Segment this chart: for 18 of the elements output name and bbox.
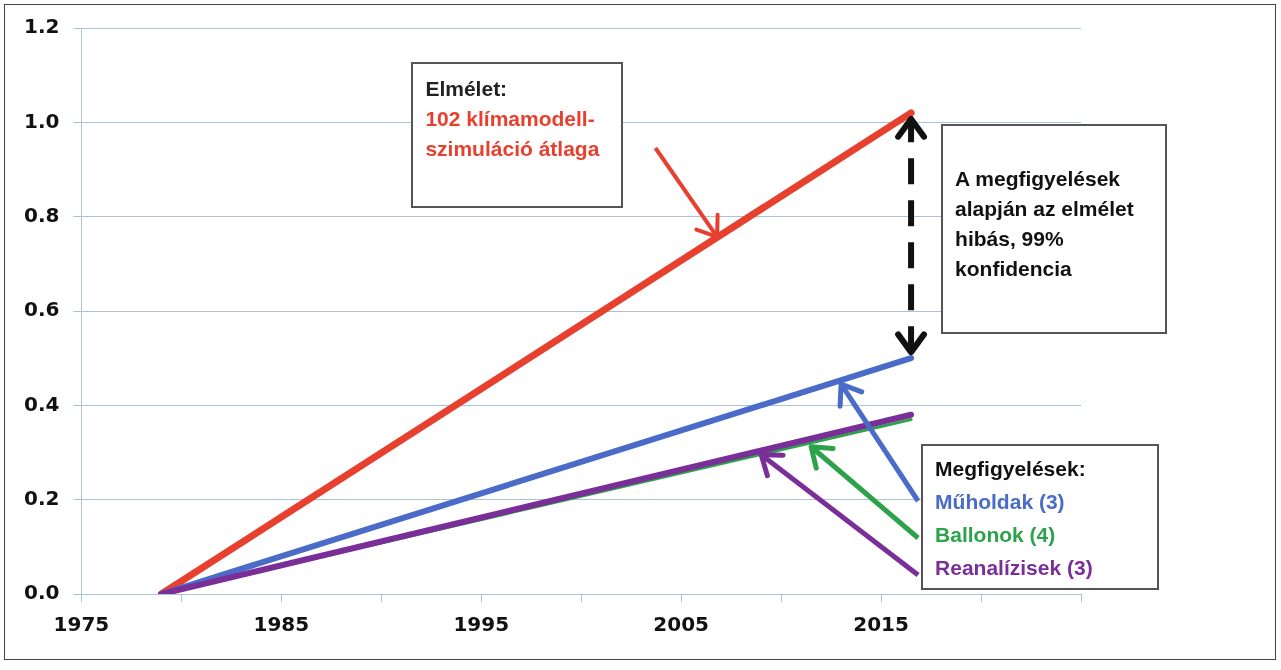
annotation: Elmélet: (425, 76, 509, 102)
y-tick-label: 0.4 (23, 391, 60, 416)
y-tick-label: 0.6 (23, 297, 60, 322)
note-box: A megfigyelések alapján az elmélet hibás, 99% konfidencia (941, 124, 1168, 334)
note-box: Megfigyelések: Műholdak (3) Ballonok (4) Reanalízisek (3) (921, 444, 1160, 590)
y-tick-label: 0.8 (23, 202, 60, 227)
note-box: Elmélet: 102 klímamodell-szimuláció átlaga (411, 62, 624, 208)
y-tick-label: 0.2 (23, 485, 60, 510)
y-tick-label: 0.0 (23, 580, 60, 605)
y-tick-label: 1.2 (23, 14, 60, 39)
legend-title: Megfigyelések: (935, 456, 1087, 482)
x-tick-label: 1985 (253, 612, 310, 637)
annotation: A megfigyelések alapján az elmélet hibás, 99% konfidencia (955, 166, 1135, 282)
x-tick-label: 1995 (453, 612, 510, 637)
x-tick-label: 2015 (853, 612, 909, 637)
x-tick-label: 1975 (53, 612, 110, 637)
x-tick-label: 2005 (653, 612, 710, 637)
y-tick-label: 1.0 (23, 108, 60, 133)
